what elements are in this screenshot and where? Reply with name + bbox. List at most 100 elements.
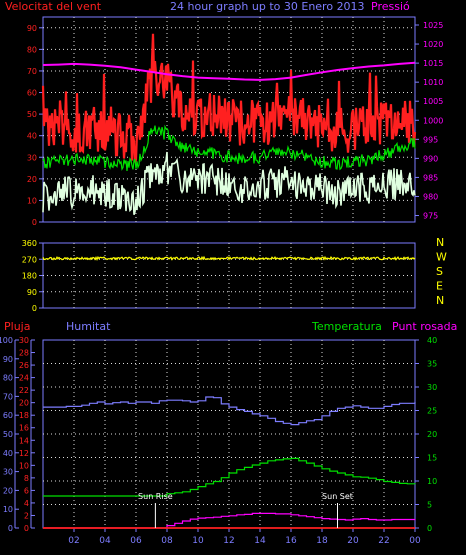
wind-gust-line bbox=[41, 33, 417, 163]
pressure-axis-tick-label: 1000 bbox=[423, 116, 443, 125]
temperature-axis-tick-label: 20 bbox=[427, 430, 437, 439]
pressure-axis-tick-label: 990 bbox=[423, 154, 438, 163]
x-tick-label: 14 bbox=[254, 536, 266, 546]
wind-average-line bbox=[42, 124, 416, 171]
direction-axis-tick-label: 90 bbox=[27, 288, 37, 297]
wind-axis-tick-label: 50 bbox=[27, 110, 37, 119]
humidity-axis-label: Humitat bbox=[66, 320, 111, 333]
pressure-axis-tick-label: 985 bbox=[423, 173, 438, 182]
x-tick-label: 08 bbox=[161, 536, 173, 546]
humidity-axis-tick-label: 10 bbox=[19, 461, 29, 470]
humidity-axis-tick-label: 20 bbox=[19, 399, 29, 408]
humidity-axis-tick-label: 28 bbox=[19, 349, 29, 358]
humidity-axis-tick-label: 14 bbox=[19, 436, 29, 445]
compass-letter-label: E bbox=[436, 280, 443, 293]
dewpoint-axis-label: Punt rosada bbox=[392, 320, 457, 333]
wind-axis-tick-label: 30 bbox=[27, 153, 37, 162]
temperature-axis-label: Temperatura bbox=[311, 320, 382, 333]
pressure-axis-tick-label: 1025 bbox=[423, 21, 443, 30]
x-tick-label: 00 bbox=[409, 536, 421, 546]
compass-letter-label: N bbox=[436, 294, 444, 307]
temperature-axis-tick-label: 30 bbox=[427, 383, 437, 392]
compass-letter-label: S bbox=[436, 265, 443, 278]
rain-axis-tick-label: 10 bbox=[3, 505, 13, 514]
sun-event-label: Sun Set bbox=[322, 492, 353, 501]
temperature-axis-tick-label: 10 bbox=[427, 477, 437, 486]
humidity-axis-tick-label: 18 bbox=[19, 411, 29, 420]
wind-speed-line bbox=[42, 151, 416, 215]
temperature-axis-tick-label: 0 bbox=[427, 524, 432, 533]
rain-axis-tick-label: 20 bbox=[3, 486, 13, 495]
x-tick-label: 04 bbox=[99, 536, 111, 546]
humidity-axis-tick-label: 24 bbox=[19, 374, 29, 383]
temperature-axis-tick-label: 25 bbox=[427, 407, 437, 416]
pressure-axis-tick-label: 1015 bbox=[423, 59, 443, 68]
x-tick-label: 02 bbox=[68, 536, 79, 546]
wind-axis-tick-label: 20 bbox=[27, 175, 37, 184]
rain-axis-label: Pluja bbox=[4, 320, 30, 333]
compass-letter-label: W bbox=[436, 251, 447, 264]
direction-axis-tick-label: 0 bbox=[32, 304, 37, 313]
humidity-axis-tick-label: 0 bbox=[24, 524, 29, 533]
wind-speed-title: Velocitat del vent bbox=[5, 0, 102, 13]
x-tick-label: 10 bbox=[192, 536, 204, 546]
pressure-axis-tick-label: 1010 bbox=[423, 78, 443, 87]
wind-axis-tick-label: 40 bbox=[27, 132, 37, 141]
temperature-axis-tick-label: 40 bbox=[427, 336, 437, 345]
pressure-axis-tick-label: 975 bbox=[423, 212, 438, 221]
temperature-axis-tick-label: 15 bbox=[427, 454, 437, 463]
x-tick-label: 16 bbox=[285, 536, 297, 546]
pressure-axis-tick-label: 1020 bbox=[423, 40, 443, 49]
humidity-axis-tick-label: 22 bbox=[19, 386, 29, 395]
humidity-axis-tick-label: 4 bbox=[24, 499, 29, 508]
sun-event-label: Sun Rise bbox=[138, 492, 173, 501]
rain-axis-tick-label: 0 bbox=[8, 524, 13, 533]
pressure-axis-tick-label: 995 bbox=[423, 135, 438, 144]
rain-axis-tick-label: 50 bbox=[3, 430, 13, 439]
x-tick-label: 12 bbox=[223, 536, 234, 546]
rain-axis-tick-label: 30 bbox=[3, 468, 13, 477]
wind-axis-tick-label: 60 bbox=[27, 89, 37, 98]
direction-axis-tick-label: 360 bbox=[22, 239, 37, 248]
x-tick-label: 06 bbox=[130, 536, 142, 546]
wind-axis-tick-label: 10 bbox=[27, 196, 37, 205]
rain-axis-tick-label: 80 bbox=[3, 374, 13, 383]
pressure-title: Pressió bbox=[371, 0, 410, 13]
climate-panel: 02 04 06 08 10 12 14 16 18 20 22 000102030405060708… bbox=[0, 336, 437, 546]
x-tick-label: 22 bbox=[378, 536, 389, 546]
pressure-axis-tick-label: 980 bbox=[423, 192, 438, 201]
direction-axis-tick-label: 180 bbox=[22, 272, 37, 281]
humidity-axis-tick-label: 6 bbox=[24, 486, 29, 495]
pressure-line bbox=[42, 61, 416, 81]
humidity-axis-tick-label: 26 bbox=[19, 361, 29, 370]
x-tick-label: 20 bbox=[347, 536, 359, 546]
wind-axis-tick-label: 90 bbox=[27, 24, 37, 33]
pressure-axis-tick-label: 1005 bbox=[423, 97, 443, 106]
temperature-axis-tick-label: 5 bbox=[427, 501, 432, 510]
rain-axis-tick-label: 60 bbox=[3, 411, 13, 420]
chart-title: 24 hour graph up to 30 Enero 2013 bbox=[170, 0, 365, 13]
rain-axis-tick-label: 40 bbox=[3, 449, 13, 458]
humidity-axis-tick-label: 12 bbox=[19, 449, 29, 458]
humidity-line bbox=[43, 396, 416, 426]
temperature-axis-tick-label: 35 bbox=[427, 360, 437, 369]
wind-axis-tick-label: 0 bbox=[32, 218, 37, 227]
humidity-axis-tick-label: 16 bbox=[19, 424, 29, 433]
direction-axis-tick-label: 270 bbox=[22, 255, 37, 264]
wind-pressure-panel: 0102030405060708090975980985990995100010… bbox=[27, 16, 443, 227]
x-tick-label: 18 bbox=[316, 536, 328, 546]
wind-direction-line bbox=[42, 255, 416, 261]
rain-axis-tick-label: 100 bbox=[0, 336, 13, 345]
temperature-line bbox=[43, 457, 416, 497]
wind-axis-tick-label: 80 bbox=[27, 45, 37, 54]
wind-axis-tick-label: 70 bbox=[27, 67, 37, 76]
rain-axis-tick-label: 70 bbox=[3, 392, 13, 401]
humidity-axis-tick-label: 8 bbox=[24, 474, 29, 483]
humidity-axis-tick-label: 2 bbox=[24, 511, 29, 520]
compass-letter-label: N bbox=[436, 236, 444, 249]
humidity-axis-tick-label: 30 bbox=[19, 336, 29, 345]
rain-axis-tick-label: 90 bbox=[3, 355, 13, 364]
